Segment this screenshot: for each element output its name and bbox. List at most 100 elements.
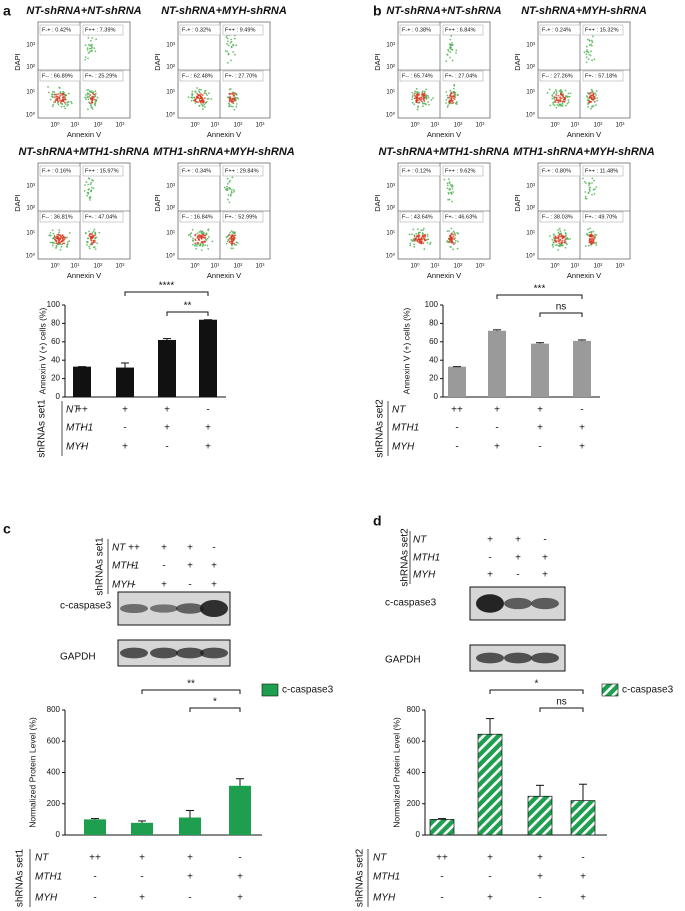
- event-dot: [230, 59, 232, 62]
- event-dot: [450, 193, 453, 195]
- y-tick-label: 10²: [166, 206, 175, 212]
- event-dot: [86, 191, 89, 194]
- condition-cell: +: [139, 893, 145, 904]
- bar: [229, 785, 251, 835]
- condition-cell: ++: [128, 543, 140, 554]
- event-dot: [583, 180, 586, 183]
- event-dot: [557, 94, 560, 97]
- event-dot: [450, 191, 453, 194]
- event-dot: [450, 236, 453, 238]
- condition-name: MYH: [66, 442, 89, 453]
- event-dot: [55, 242, 58, 245]
- condition-cell: -: [132, 561, 135, 572]
- event-dot: [451, 44, 454, 46]
- event-dot: [569, 92, 572, 95]
- event-dot: [51, 229, 54, 232]
- event-dot: [452, 90, 455, 93]
- y-tick-label: 10⁰: [166, 112, 176, 119]
- condition-cell: -: [132, 580, 135, 591]
- condition-cell: -: [162, 561, 165, 572]
- condition-cell: +: [579, 423, 585, 434]
- plot-title: MTH1-shRNA+MYH-shRNA: [153, 146, 295, 158]
- event-dot: [231, 176, 234, 179]
- event-dot: [429, 241, 432, 244]
- event-dot: [226, 185, 228, 188]
- event-dot: [92, 246, 95, 249]
- event-dot: [67, 92, 70, 95]
- plot-title: NT-shRNA+MYH-shRNA: [161, 5, 287, 17]
- x-tick-label: 10³: [616, 123, 625, 129]
- event-dot: [98, 231, 101, 234]
- event-dot: [201, 245, 204, 248]
- event-dot: [588, 100, 591, 103]
- condition-name: MYH: [373, 893, 396, 904]
- x-tick-label: 10²: [594, 264, 603, 270]
- error-bar: [236, 778, 244, 786]
- event-dot: [55, 95, 58, 98]
- event-dot: [53, 91, 56, 94]
- event-dot: [226, 96, 229, 99]
- event-dot: [195, 98, 198, 100]
- event-dot: [408, 233, 411, 236]
- condition-cell: -: [140, 872, 143, 883]
- event-dot: [231, 99, 234, 101]
- condition-cell: +: [205, 442, 211, 453]
- event-dot: [456, 247, 459, 250]
- event-dot: [592, 99, 595, 101]
- event-dot: [94, 50, 97, 53]
- event-dot: [233, 108, 236, 111]
- condition-cell: -: [440, 893, 443, 904]
- y-tick-label: 10³: [26, 184, 35, 190]
- event-dot: [557, 101, 560, 104]
- event-dot: [560, 97, 563, 100]
- significance-bracket: [124, 291, 209, 296]
- blot-band: [531, 597, 559, 610]
- event-dot: [417, 105, 420, 108]
- event-dot: [235, 243, 237, 246]
- event-dot: [60, 100, 63, 102]
- event-dot: [450, 233, 452, 236]
- event-dot: [453, 231, 456, 234]
- event-dot: [232, 43, 234, 46]
- event-dot: [203, 241, 206, 243]
- event-dot: [228, 240, 231, 243]
- quadrant-label: F++ : 6.84%: [445, 27, 475, 33]
- event-dot: [65, 245, 68, 248]
- event-dot: [64, 98, 66, 101]
- event-dot: [208, 92, 210, 95]
- quadrant-label: F-- : 16.84%: [182, 214, 213, 220]
- event-dot: [201, 99, 203, 102]
- event-dot: [413, 234, 416, 237]
- event-dot: [590, 39, 593, 42]
- bar: [199, 319, 217, 397]
- event-dot: [560, 233, 563, 236]
- event-dot: [86, 89, 89, 91]
- event-dot: [87, 52, 90, 54]
- event-dot: [86, 241, 89, 244]
- event-dot: [418, 97, 421, 100]
- y-tick-label: 200: [47, 799, 61, 808]
- event-dot: [57, 238, 60, 241]
- event-dot: [233, 234, 236, 237]
- event-dot: [556, 103, 559, 106]
- event-dot: [595, 94, 597, 96]
- event-dot: [565, 242, 567, 245]
- x-tick-label: 10⁰: [410, 263, 420, 270]
- event-dot: [585, 61, 588, 64]
- event-dot: [591, 89, 594, 92]
- event-dot: [423, 90, 426, 93]
- y-tick-label: 10¹: [26, 231, 35, 237]
- legend-label: c-caspase3: [622, 685, 674, 696]
- event-dot: [590, 244, 593, 246]
- y-axis-label: DAPI: [153, 194, 162, 212]
- event-dot: [196, 232, 199, 235]
- event-dot: [449, 43, 452, 46]
- event-dot: [64, 103, 67, 105]
- condition-cell: +: [542, 570, 548, 581]
- event-dot: [205, 100, 208, 103]
- event-dot: [228, 233, 231, 236]
- bar: [73, 366, 91, 397]
- significance-bracket: [539, 707, 584, 712]
- condition-name: MTH1: [112, 561, 139, 572]
- event-dot: [564, 95, 567, 97]
